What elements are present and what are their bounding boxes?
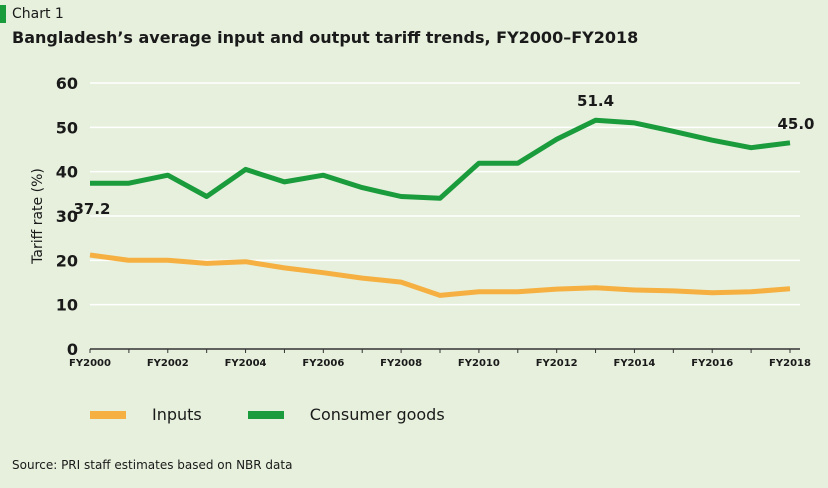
chart-number-label: Chart 1: [12, 6, 64, 22]
legend-swatch-consumer-goods: [247, 410, 284, 419]
y-tick-label: 40: [56, 163, 78, 182]
y-tick-label: 60: [56, 74, 78, 93]
x-tick-label: FY2014: [613, 358, 655, 369]
legend-item-inputs: Inputs: [90, 405, 202, 424]
series-line-consumer-goods: [90, 117, 791, 201]
x-tick-label: FY2010: [458, 358, 500, 369]
data-label: 51.4: [577, 92, 614, 110]
legend-label-consumer-goods: Consumer goods: [309, 405, 445, 424]
x-tick-label: FY2000: [69, 358, 111, 369]
y-tick-label: 10: [56, 296, 78, 315]
legend-swatch-inputs: [90, 410, 126, 419]
y-tick-label: 0: [67, 340, 78, 359]
legend-item-consumer-goods: Consumer goods: [247, 405, 445, 424]
x-tick-label: FY2004: [225, 358, 267, 369]
x-tick-label: FY2008: [380, 358, 422, 369]
data-label: 37.2: [73, 200, 110, 218]
data-label: 45.0: [777, 115, 814, 133]
legend: Inputs Consumer goods: [90, 405, 491, 424]
x-tick-label: FY2006: [302, 358, 344, 369]
x-tick-label: FY2018: [769, 358, 811, 369]
y-tick-label: 30: [56, 207, 78, 226]
y-axis-title: Tariff rate (%): [30, 168, 46, 265]
chart-label-container: Chart 1: [0, 5, 64, 23]
line-chart: 0 10 20 30 40 50 60 FY2000 FY2002 FY2004 FY2006 FY2…: [30, 74, 815, 369]
legend-label-inputs: Inputs: [152, 405, 202, 424]
series-line-inputs: [89, 252, 791, 298]
y-tick-label: 50: [56, 118, 78, 137]
chart-title: Bangladesh’s average input and output ta…: [12, 28, 639, 47]
x-tick-label: FY2016: [691, 358, 733, 369]
x-tick-label: FY2012: [536, 358, 578, 369]
y-tick-label: 20: [56, 251, 78, 270]
accent-bar: [0, 5, 6, 23]
source-note: Source: PRI staff estimates based on NBR…: [12, 458, 293, 472]
x-tick-label: FY2002: [147, 358, 189, 369]
